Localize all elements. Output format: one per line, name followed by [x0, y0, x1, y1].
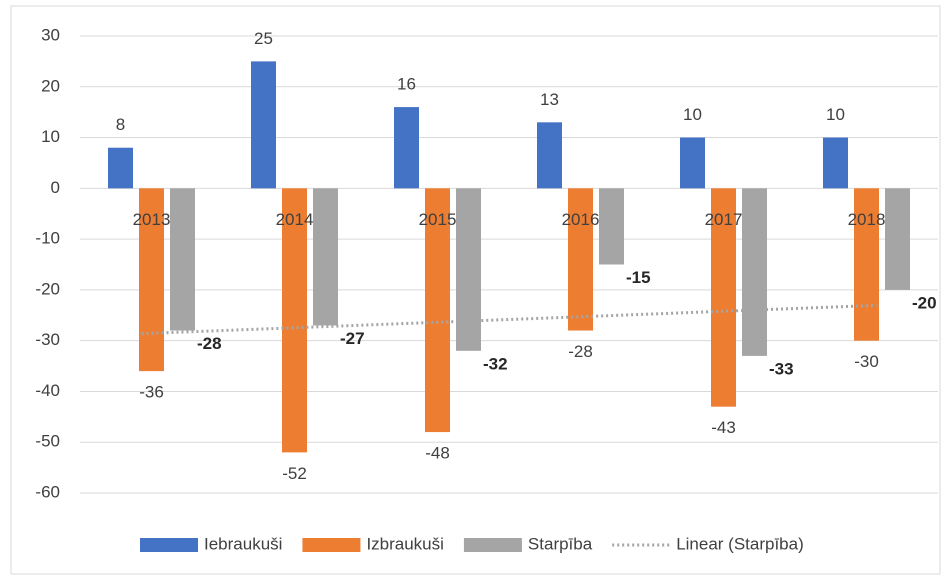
legend-swatch — [302, 538, 361, 552]
bar — [282, 188, 307, 453]
y-tick-label: -40 — [35, 381, 60, 400]
y-tick-label: 0 — [51, 178, 60, 197]
x-tick-label: 2016 — [562, 210, 600, 229]
y-tick-label: 30 — [41, 25, 60, 44]
data-label: -20 — [912, 293, 937, 312]
y-tick-label: -10 — [35, 229, 60, 248]
x-tick-label: 2018 — [848, 210, 886, 229]
bar — [251, 61, 276, 189]
y-tick-label: -50 — [35, 432, 60, 451]
x-tick-label: 2014 — [276, 210, 314, 229]
data-label: -33 — [769, 359, 794, 378]
data-label: -43 — [711, 418, 736, 437]
bar — [537, 122, 562, 189]
bar — [394, 107, 419, 189]
data-label: 8 — [116, 115, 125, 134]
bar — [456, 188, 481, 351]
bar — [108, 147, 133, 189]
bar — [599, 188, 624, 265]
data-label: -48 — [425, 444, 450, 463]
data-label: 13 — [540, 90, 559, 109]
data-label: 10 — [826, 105, 845, 124]
bar — [170, 188, 195, 331]
data-label: 10 — [683, 105, 702, 124]
bar — [854, 188, 879, 341]
legend-swatch — [463, 538, 522, 552]
legend-label: Starpība — [528, 534, 593, 553]
bar — [711, 188, 736, 407]
y-tick-label: -20 — [35, 279, 60, 298]
bar — [313, 188, 338, 326]
bar — [885, 188, 910, 290]
data-label: -36 — [139, 383, 164, 402]
y-tick-label: -60 — [35, 482, 60, 501]
data-label: -15 — [626, 268, 651, 287]
legend-label: Izbraukuši — [366, 534, 443, 553]
bar — [568, 188, 593, 331]
bar — [425, 188, 450, 433]
y-tick-label: 10 — [41, 127, 60, 146]
bar — [823, 137, 848, 189]
data-label: -28 — [197, 334, 222, 353]
data-label: 25 — [254, 29, 273, 48]
bar — [742, 188, 767, 356]
data-label: -28 — [568, 342, 593, 361]
legend-label: Iebraukuši — [204, 534, 282, 553]
y-tick-label: 20 — [41, 76, 60, 95]
y-tick-label: -30 — [35, 330, 60, 349]
bar — [680, 137, 705, 189]
legend-label: Linear (Starpība) — [676, 534, 804, 553]
data-label: -27 — [340, 329, 365, 348]
data-label: 16 — [397, 75, 416, 94]
data-label: -32 — [483, 354, 508, 373]
data-label: -30 — [854, 352, 879, 371]
legend-swatch — [140, 538, 198, 552]
x-tick-label: 2015 — [419, 210, 457, 229]
data-label: -52 — [282, 464, 307, 483]
x-tick-label: 2017 — [705, 210, 743, 229]
x-tick-label: 2013 — [133, 210, 171, 229]
bar — [139, 188, 164, 372]
